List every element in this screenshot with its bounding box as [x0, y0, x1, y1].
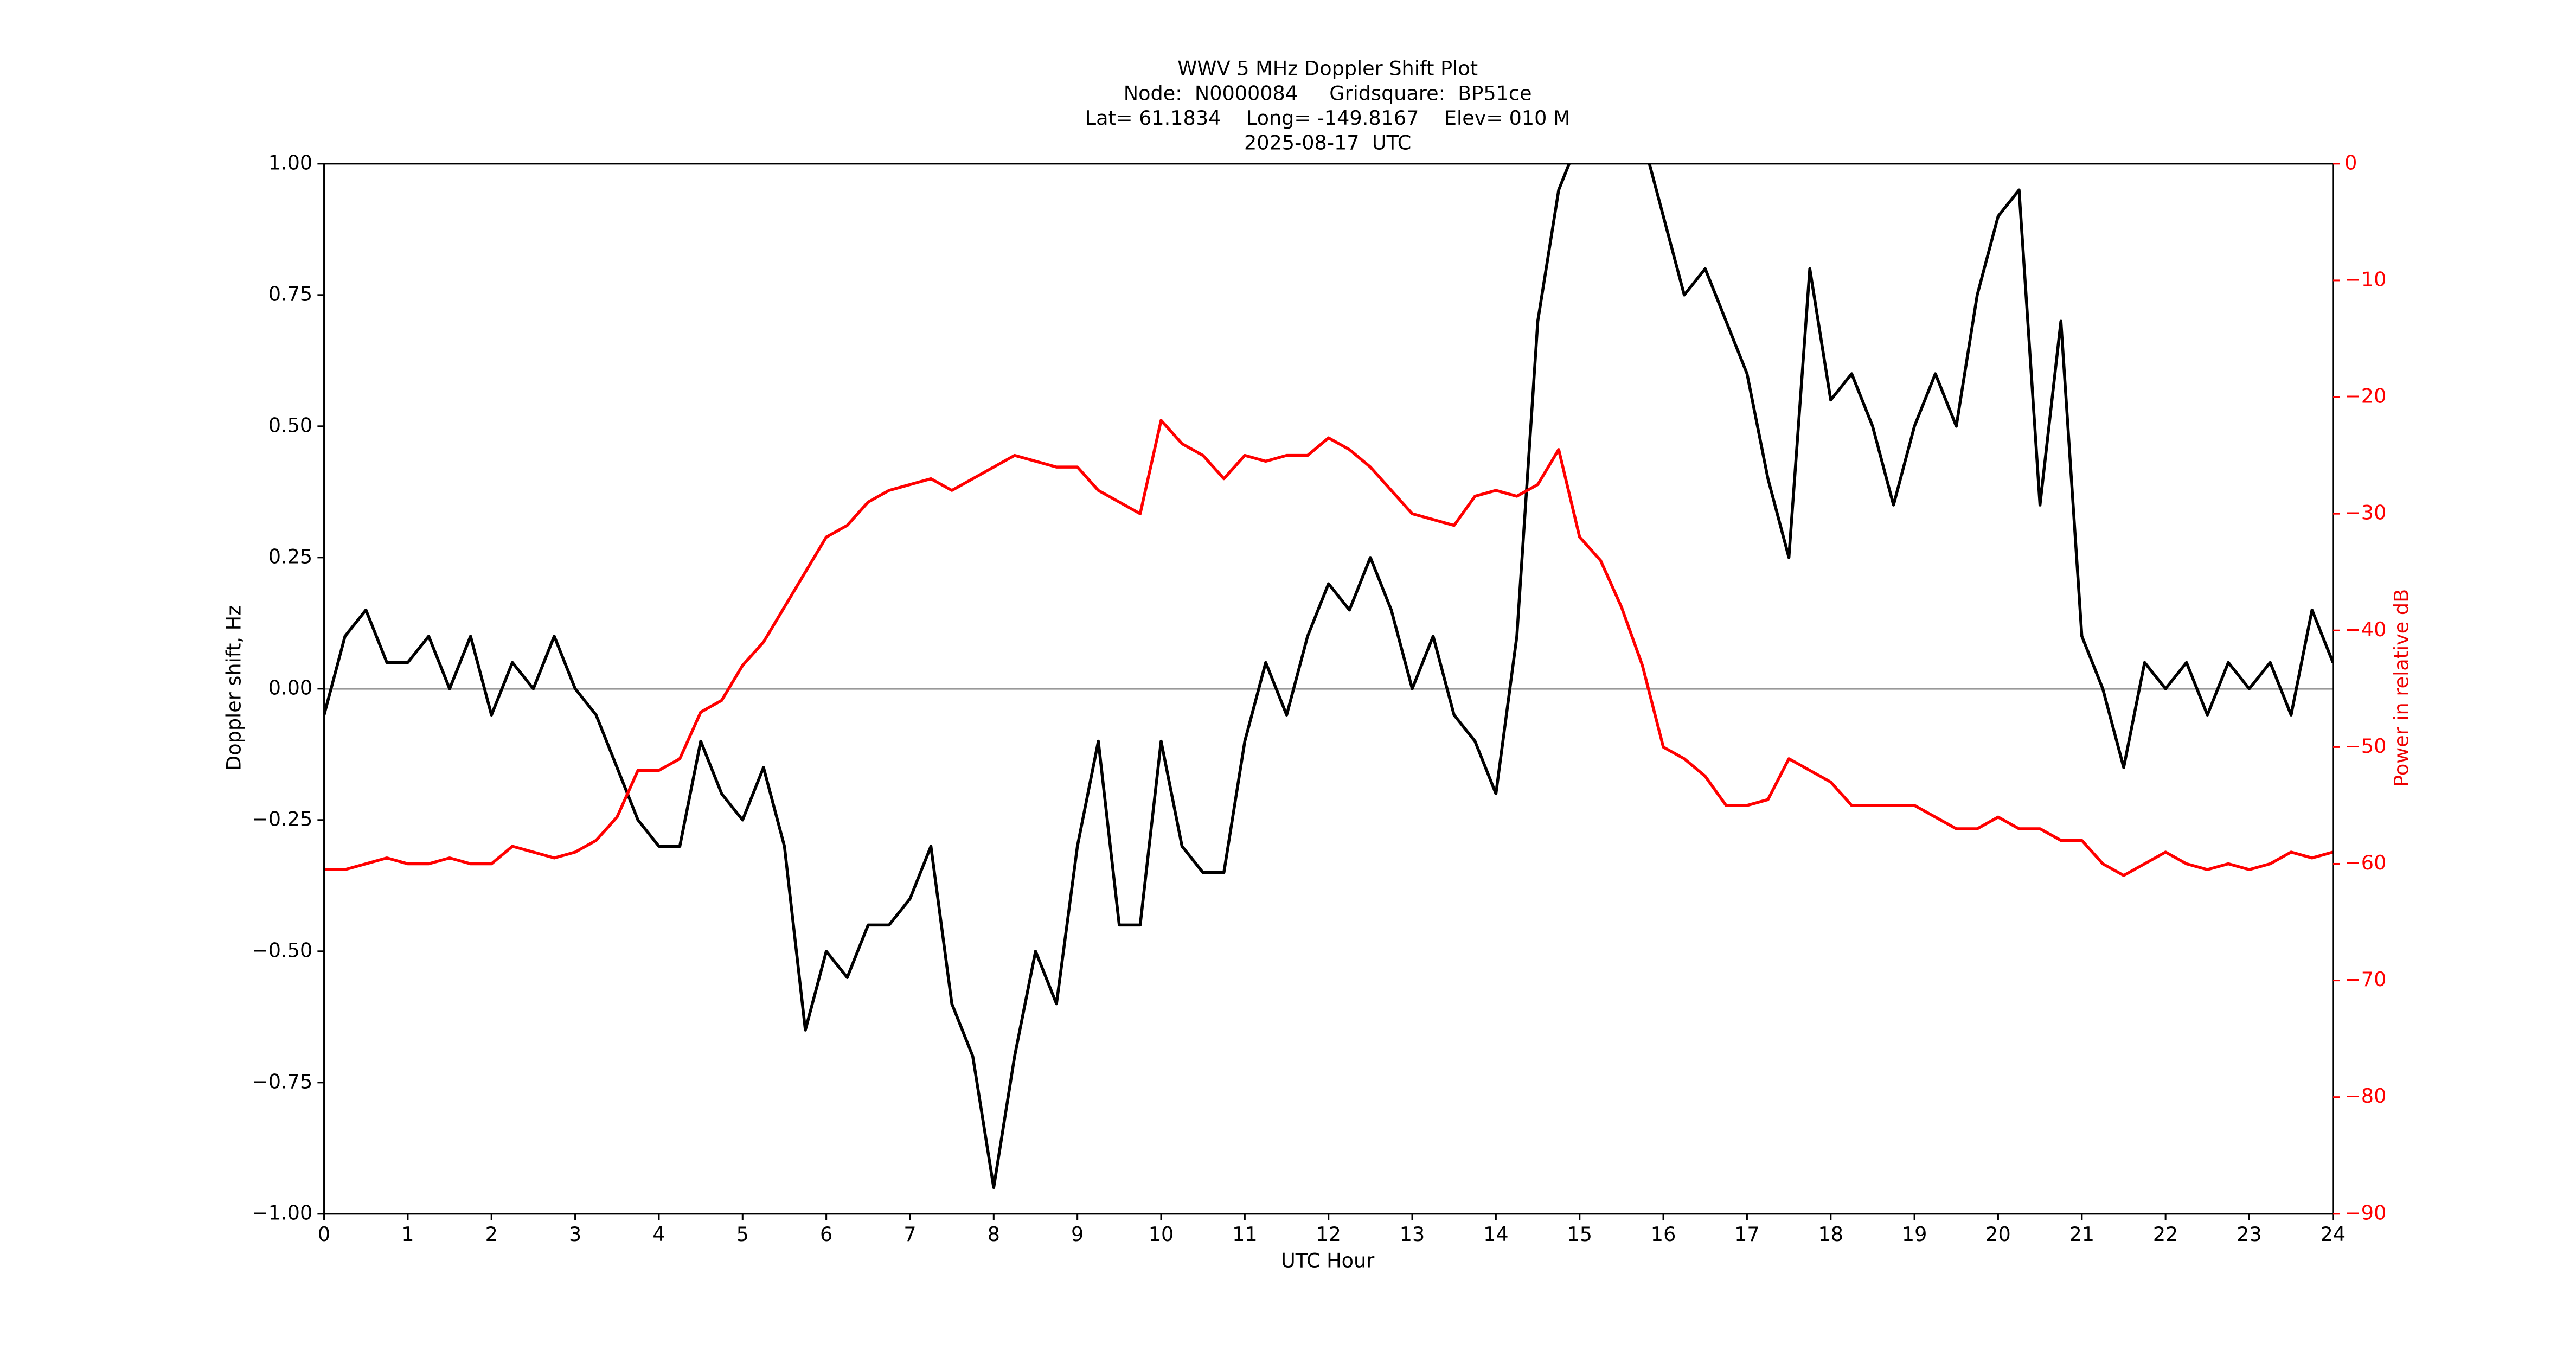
- x-tick-label: 22: [2153, 1223, 2178, 1246]
- x-tick-label: 17: [1734, 1223, 1760, 1246]
- x-tick-label: 13: [1400, 1223, 1425, 1246]
- y2-tick-label: 0: [2344, 151, 2357, 174]
- chart-subtitle: Lat= 61.1834 Long= -149.8167 Elev= 010 M: [1085, 106, 1571, 130]
- x-tick-label: 19: [1902, 1223, 1927, 1246]
- y-tick-label: 0.50: [268, 413, 312, 437]
- y-axis-label: Doppler shift, Hz: [222, 605, 245, 771]
- data-line: [324, 163, 2333, 1189]
- y2-tick-label: −50: [2344, 734, 2386, 758]
- x-tick-label: 5: [736, 1223, 749, 1246]
- y2-tick-label: −90: [2344, 1201, 2386, 1224]
- x-tick-label: 15: [1567, 1223, 1592, 1246]
- y2-tick-label: −60: [2344, 851, 2386, 874]
- y2-tick-label: −70: [2344, 968, 2386, 991]
- x-tick-label: 3: [569, 1223, 581, 1246]
- x-tick-label: 8: [988, 1223, 1000, 1246]
- y2-tick-label: −30: [2344, 501, 2386, 525]
- y2-axis-label: Power in relative dB: [2389, 589, 2413, 787]
- x-tick-label: 12: [1316, 1223, 1341, 1246]
- x-tick-label: 11: [1232, 1223, 1258, 1246]
- y-tick-label: −0.75: [252, 1070, 312, 1093]
- y2-tick-label: −20: [2344, 385, 2386, 408]
- y-tick-label: 0.75: [268, 282, 312, 305]
- x-tick-label: 4: [652, 1223, 665, 1246]
- y-tick-label: 1.00: [268, 151, 312, 174]
- x-tick-label: 14: [1483, 1223, 1509, 1246]
- x-tick-label: 16: [1651, 1223, 1676, 1246]
- x-tick-label: 10: [1149, 1223, 1174, 1246]
- x-tick-label: 0: [318, 1223, 330, 1246]
- x-tick-label: 21: [2069, 1223, 2095, 1246]
- x-tick-label: 18: [1818, 1223, 1843, 1246]
- y2-tick-label: −10: [2344, 267, 2386, 291]
- x-tick-label: 24: [2321, 1223, 2346, 1246]
- x-axis-label: UTC Hour: [1281, 1249, 1375, 1272]
- x-tick-label: 6: [820, 1223, 832, 1246]
- x-tick-label: 23: [2237, 1223, 2262, 1246]
- chart-subtitle: Node: N0000084 Gridsquare: BP51ce: [1124, 81, 1532, 105]
- y2-tick-label: −80: [2344, 1084, 2386, 1108]
- x-tick-label: 1: [401, 1223, 414, 1246]
- y2-tick-label: −40: [2344, 618, 2386, 641]
- x-tick-label: 20: [1985, 1223, 2011, 1246]
- chart-title: WWV 5 MHz Doppler Shift Plot: [1177, 57, 1478, 80]
- chart-subtitle: 2025-08-17 UTC: [1244, 131, 1411, 155]
- x-tick-label: 2: [485, 1223, 498, 1246]
- y-tick-label: 0.00: [268, 676, 312, 699]
- data-line: [324, 419, 2333, 877]
- y-tick-label: −0.25: [252, 807, 312, 830]
- x-tick-label: 7: [903, 1223, 916, 1246]
- y-tick-label: −0.50: [252, 938, 312, 962]
- y-tick-label: −1.00: [252, 1201, 312, 1224]
- y-tick-label: 0.25: [268, 545, 312, 568]
- x-tick-label: 9: [1071, 1223, 1084, 1246]
